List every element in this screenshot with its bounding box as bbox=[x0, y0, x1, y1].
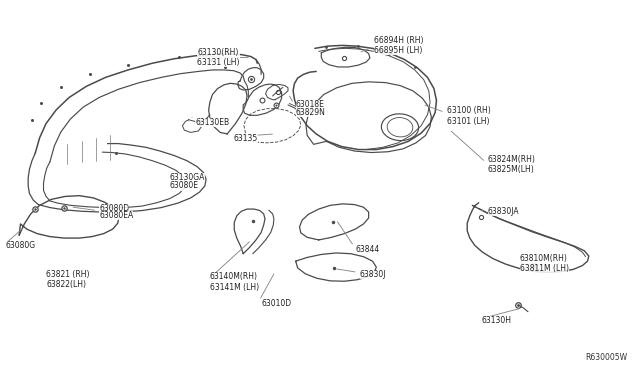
Text: 63830JA: 63830JA bbox=[488, 207, 519, 216]
Text: 63130EB: 63130EB bbox=[195, 118, 229, 126]
Text: 63100 (RH)
63101 (LH): 63100 (RH) 63101 (LH) bbox=[447, 106, 490, 126]
Text: 63824M(RH)
63825M(LH): 63824M(RH) 63825M(LH) bbox=[488, 155, 536, 174]
Text: 63140M(RH)
63141M (LH): 63140M(RH) 63141M (LH) bbox=[210, 272, 259, 292]
Text: R630005W: R630005W bbox=[585, 353, 627, 362]
Text: 63810M(RH)
63811M (LH): 63810M(RH) 63811M (LH) bbox=[520, 254, 569, 273]
Text: 63080E: 63080E bbox=[170, 182, 198, 190]
Text: 63830J: 63830J bbox=[360, 270, 386, 279]
Text: 63821 (RH)
63822(LH): 63821 (RH) 63822(LH) bbox=[46, 270, 90, 289]
Text: 63130GA: 63130GA bbox=[170, 173, 205, 182]
Text: 63829N: 63829N bbox=[296, 108, 326, 117]
Text: 63080G: 63080G bbox=[5, 241, 35, 250]
Text: 63130(RH)
63131 (LH): 63130(RH) 63131 (LH) bbox=[197, 48, 239, 67]
Text: 63130H: 63130H bbox=[481, 316, 511, 325]
Text: 63080EA: 63080EA bbox=[99, 211, 134, 220]
Text: 63844: 63844 bbox=[356, 245, 380, 254]
Text: 66894H (RH)
66895H (LH): 66894H (RH) 66895H (LH) bbox=[374, 36, 423, 55]
Text: 63018E: 63018E bbox=[296, 100, 324, 109]
Text: 63010D: 63010D bbox=[261, 299, 291, 308]
Text: 63080D: 63080D bbox=[99, 204, 129, 213]
Text: 63135: 63135 bbox=[234, 134, 258, 143]
